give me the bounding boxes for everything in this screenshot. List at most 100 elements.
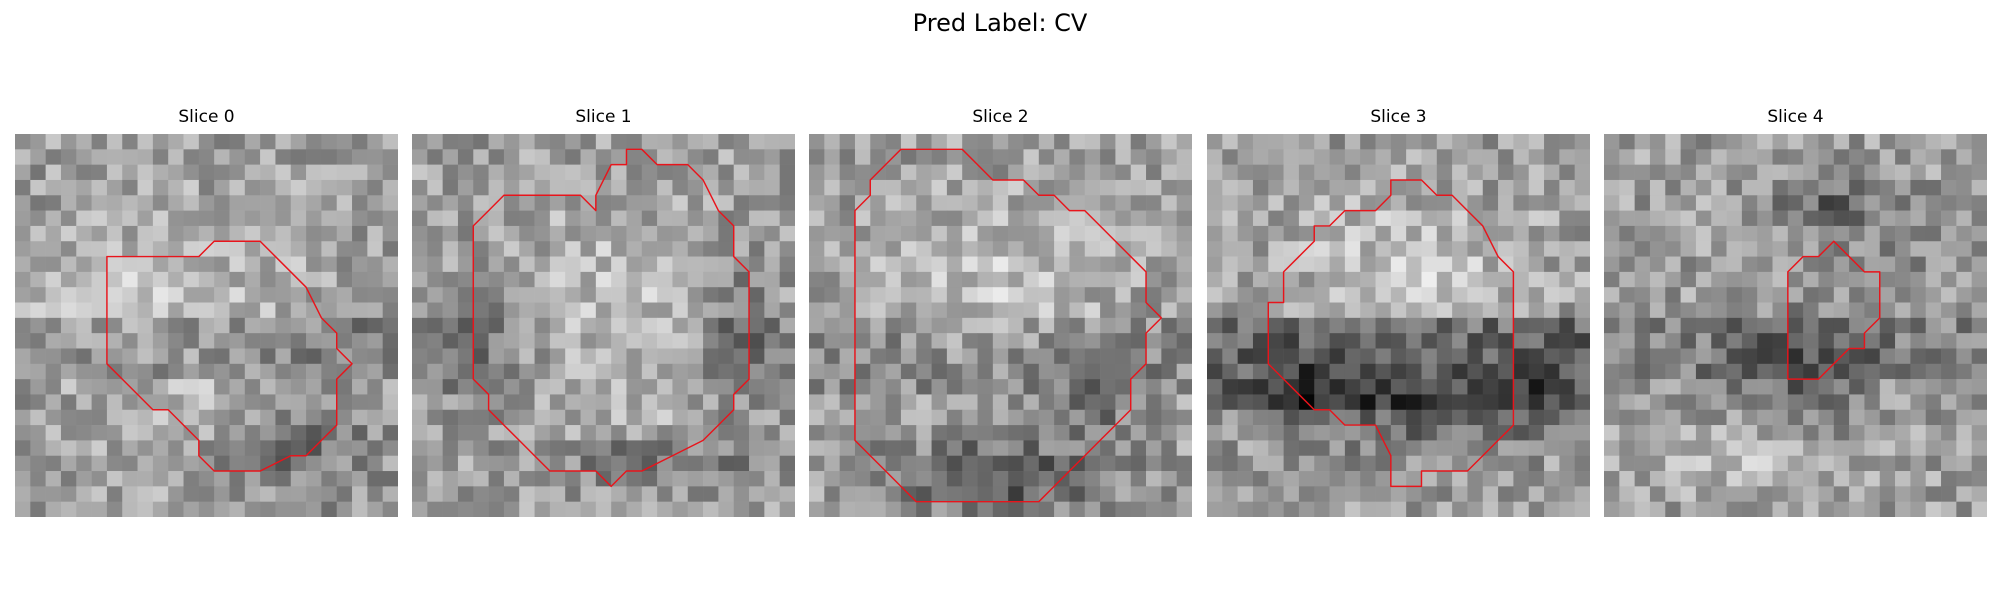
pixel-cell xyxy=(1498,440,1514,457)
pixel-cell xyxy=(60,379,77,395)
pixel-cell xyxy=(1528,149,1545,165)
pixel-cell xyxy=(641,164,658,181)
pixel-cell xyxy=(1115,379,1132,395)
pixel-cell xyxy=(367,317,383,334)
pixel-cell xyxy=(1772,425,1789,441)
pixel-cell xyxy=(565,271,581,288)
pixel-cell xyxy=(977,241,994,257)
pixel-cell xyxy=(885,409,902,426)
pixel-cell xyxy=(152,409,169,426)
pixel-cell xyxy=(1176,363,1192,380)
pixel-cell xyxy=(183,256,200,273)
pixel-cell xyxy=(1252,164,1269,181)
pixel-cell xyxy=(1864,394,1881,411)
pixel-cell xyxy=(367,302,383,319)
pixel-cell xyxy=(1695,348,1712,365)
pixel-cell xyxy=(1741,317,1758,334)
pixel-cell xyxy=(565,149,581,165)
pixel-cell xyxy=(641,134,658,150)
pixel-cell xyxy=(992,348,1009,365)
pixel-cell xyxy=(1467,134,1484,150)
pixel-cell xyxy=(1146,486,1162,502)
pixel-cell xyxy=(1833,149,1850,165)
pixel-cell xyxy=(1023,455,1040,472)
pixel-cell xyxy=(412,225,428,242)
pixel-cell xyxy=(1237,425,1254,441)
pixel-cell xyxy=(152,210,169,227)
pixel-cell xyxy=(1436,164,1453,181)
pixel-cell xyxy=(1360,455,1376,472)
pixel-cell xyxy=(290,164,307,181)
pixel-cell xyxy=(1910,302,1927,319)
pixel-cell xyxy=(1436,195,1453,211)
pixel-cell xyxy=(1344,440,1361,457)
pixel-cell xyxy=(1344,394,1361,411)
pixel-cell xyxy=(15,287,31,303)
pixel-cell xyxy=(306,134,322,150)
pixel-cell xyxy=(870,409,886,426)
pixel-cell xyxy=(1467,287,1484,303)
pixel-cell xyxy=(1818,455,1835,472)
pixel-cell xyxy=(900,379,917,395)
pixel-cell xyxy=(1298,134,1315,150)
pixel-cell xyxy=(839,455,856,472)
pixel-cell xyxy=(1008,348,1024,365)
pixel-cell xyxy=(1100,317,1116,334)
pixel-cell xyxy=(1406,425,1422,441)
pixel-cell xyxy=(1956,455,1972,472)
pixel-cell xyxy=(549,256,566,273)
pixel-cell xyxy=(91,471,108,487)
pixel-cell xyxy=(198,379,215,395)
pixel-cell xyxy=(1054,333,1070,349)
pixel-cell xyxy=(764,271,780,288)
pixel-cell xyxy=(1069,210,1086,227)
pixel-cell xyxy=(30,256,46,273)
pixel-cell xyxy=(1849,425,1865,441)
pixel-cell xyxy=(1406,134,1422,150)
pixel-cell xyxy=(106,302,123,319)
pixel-cell xyxy=(1741,363,1758,380)
pixel-cell xyxy=(1069,225,1086,242)
pixel-cell xyxy=(749,302,765,319)
pixel-cell xyxy=(809,379,825,395)
pixel-cell xyxy=(611,379,627,395)
pixel-cell xyxy=(595,302,612,319)
pixel-cell xyxy=(534,256,551,273)
pixel-cell xyxy=(718,455,735,472)
pixel-cell xyxy=(1649,225,1666,242)
pixel-cell xyxy=(1314,486,1330,502)
pixel-cell xyxy=(473,409,489,426)
pixel-cell xyxy=(168,241,184,257)
pixel-cell xyxy=(1115,302,1132,319)
pixel-cell xyxy=(352,394,368,411)
pixel-cell xyxy=(1513,455,1530,472)
pixel-cell xyxy=(595,455,612,472)
pixel-cell xyxy=(824,471,840,487)
pixel-cell xyxy=(412,471,428,487)
pixel-cell xyxy=(442,210,459,227)
pixel-cell xyxy=(1757,149,1773,165)
pixel-cell xyxy=(1925,394,1942,411)
pixel-cell xyxy=(1956,363,1972,380)
pixel-cell xyxy=(703,210,719,227)
pixel-cell xyxy=(916,179,932,196)
pixel-cell xyxy=(565,363,581,380)
pixel-cell xyxy=(1023,210,1040,227)
pixel-cell xyxy=(1818,425,1835,441)
pixel-cell xyxy=(1833,471,1850,487)
pixel-cell xyxy=(1604,271,1620,288)
pixel-cell xyxy=(1803,164,1819,181)
pixel-cell xyxy=(1054,317,1070,334)
pixel-cell xyxy=(1390,134,1407,150)
pixel-cell xyxy=(1222,225,1238,242)
pixel-cell xyxy=(1360,287,1376,303)
pixel-cell xyxy=(1314,256,1330,273)
pixel-cell xyxy=(1757,302,1773,319)
pixel-cell xyxy=(60,394,77,411)
pixel-cell xyxy=(1344,164,1361,181)
pixel-cell xyxy=(611,134,627,150)
pixel-cell xyxy=(733,134,750,150)
pixel-cell xyxy=(718,287,735,303)
pixel-cell xyxy=(1008,333,1024,349)
pixel-cell xyxy=(1772,256,1789,273)
